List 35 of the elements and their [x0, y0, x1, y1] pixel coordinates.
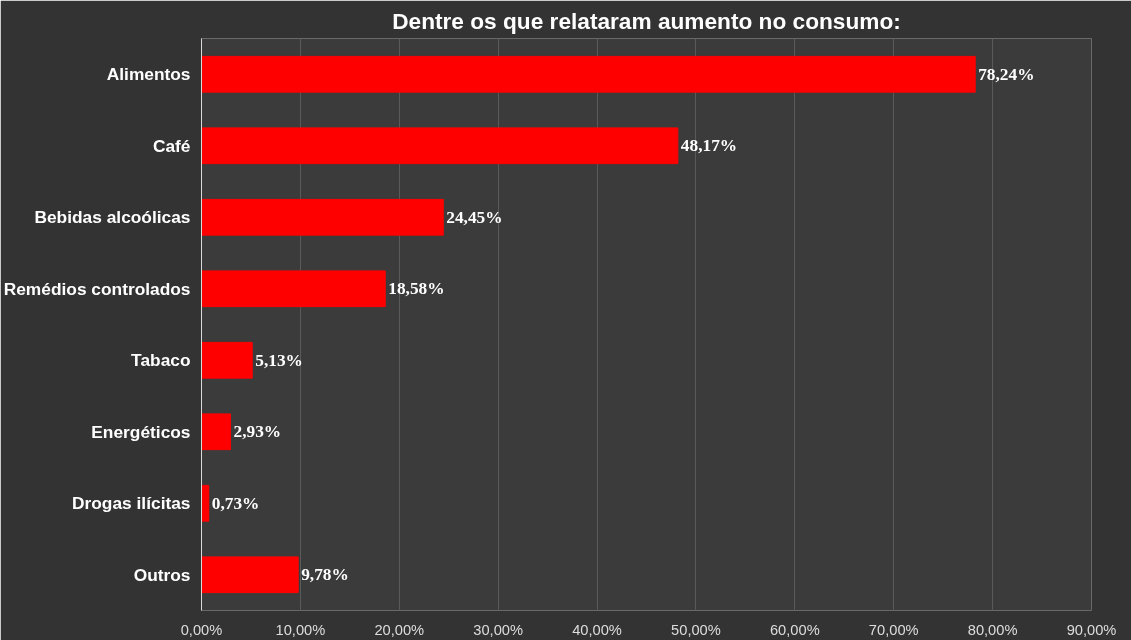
data-label: 9,78% [301, 565, 349, 585]
chart-title: Dentre os que relataram aumento no consumo: [392, 7, 901, 34]
bar [201, 55, 976, 93]
x-tick-label: 70,00% [868, 621, 919, 638]
x-tick-label: 10,00% [275, 621, 326, 638]
bar [201, 127, 679, 165]
y-tick-label: Café [152, 135, 191, 156]
x-tick-label: 60,00% [769, 621, 820, 638]
data-label: 48,17% [680, 136, 738, 156]
bar [201, 413, 231, 451]
x-tick-label: 30,00% [473, 621, 524, 638]
y-tick-label: Outros [133, 564, 191, 585]
y-tick-label: Drogas ilícitas [72, 493, 191, 514]
bar [201, 341, 253, 379]
bar [201, 270, 386, 308]
y-tick-label: Remédios controlados [3, 278, 191, 299]
data-label: 78,24% [978, 64, 1035, 84]
y-tick-label: Tabaco [131, 350, 191, 371]
y-tick-label: Energéticos [91, 421, 191, 442]
x-tick-label: 20,00% [374, 621, 425, 638]
data-label: 24,45% [446, 207, 503, 227]
y-tick-label: Bebidas alcoólicas [34, 207, 191, 228]
bar [201, 484, 210, 522]
x-tick-label: 80,00% [967, 621, 1018, 638]
bar [201, 556, 299, 594]
data-label: 18,58% [388, 279, 445, 299]
x-tick-label: 90,00% [1066, 621, 1117, 638]
bar [201, 198, 444, 236]
data-label: 2,93% [233, 422, 282, 442]
x-tick-label: 40,00% [572, 621, 622, 638]
x-tick-label: 0,00% [180, 621, 223, 638]
data-label: 5,13% [255, 350, 303, 370]
data-label: 0,73% [211, 493, 260, 513]
x-tick-label: 50,00% [671, 621, 721, 638]
y-tick-label: Alimentos [106, 64, 191, 85]
